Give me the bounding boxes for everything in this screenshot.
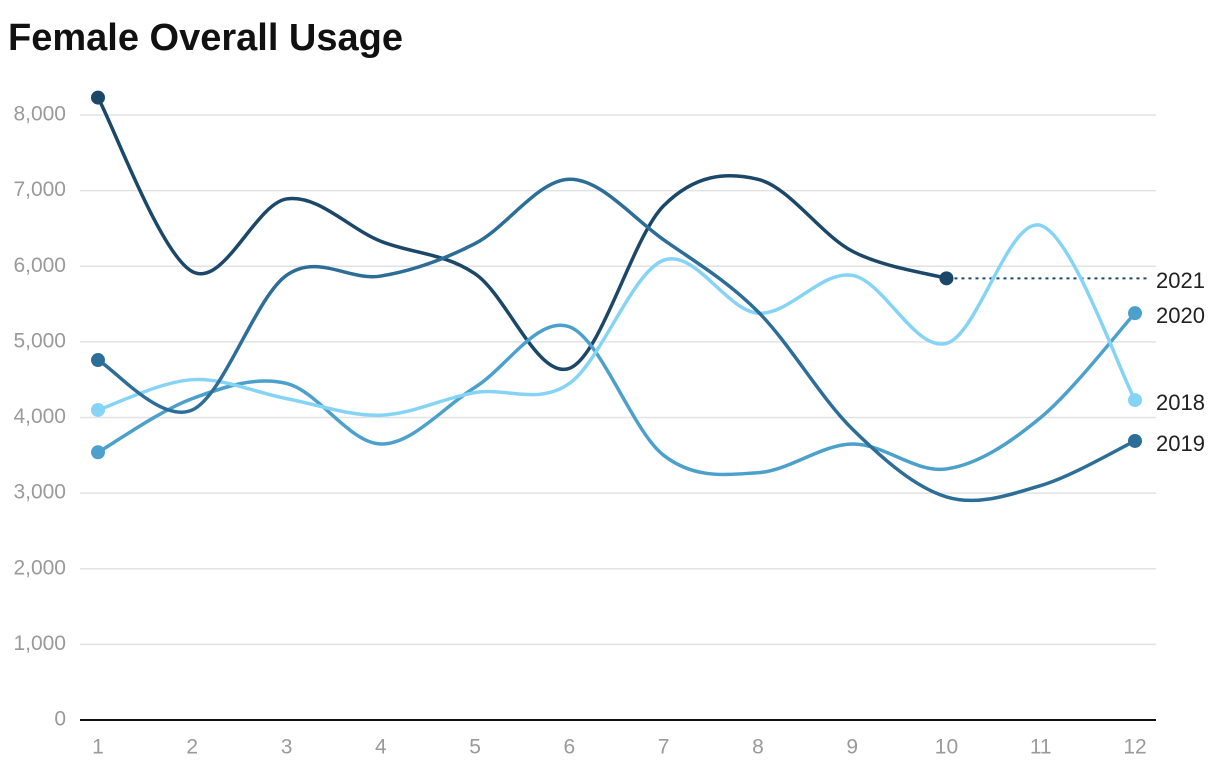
end-marker xyxy=(1128,306,1142,321)
y-tick-label: 8,000 xyxy=(13,103,66,126)
y-tick-label: 0 xyxy=(54,708,66,731)
x-tick-label: 1 xyxy=(92,736,104,759)
y-tick-label: 1,000 xyxy=(13,632,66,655)
series-label: 2018 xyxy=(1156,390,1205,415)
x-tick-label: 9 xyxy=(846,736,858,759)
series-line xyxy=(97,311,1137,477)
x-tick-label: 11 xyxy=(1030,736,1052,759)
x-tick-label: 3 xyxy=(281,736,293,759)
x-tick-label: 5 xyxy=(469,736,481,759)
chart-title: Female Overall Usage xyxy=(8,17,403,59)
series-line xyxy=(97,177,1136,503)
y-tick-label: 7,000 xyxy=(13,178,66,201)
series-label: 2021 xyxy=(1156,268,1205,293)
y-tick-label: 6,000 xyxy=(13,254,66,277)
series-label: 2019 xyxy=(1156,431,1205,456)
end-marker xyxy=(91,353,105,368)
x-tick-label: 8 xyxy=(752,736,764,759)
end-marker xyxy=(91,402,105,417)
series-line xyxy=(96,96,947,372)
x-tick-label: 6 xyxy=(564,736,576,759)
x-tick-label: 2 xyxy=(186,736,198,759)
end-marker xyxy=(939,271,954,286)
x-tick-label: 10 xyxy=(935,736,958,759)
end-marker xyxy=(91,90,105,105)
end-marker xyxy=(1128,393,1142,408)
y-tick-label: 2,000 xyxy=(13,556,66,579)
y-tick-label: 5,000 xyxy=(13,329,66,352)
end-marker xyxy=(91,445,105,460)
y-tick-label: 4,000 xyxy=(13,405,66,428)
x-tick-label: 4 xyxy=(375,736,387,759)
series-line xyxy=(97,223,1137,417)
series-label: 2020 xyxy=(1156,303,1205,328)
x-tick-label: 12 xyxy=(1123,736,1146,759)
end-marker xyxy=(1128,433,1142,448)
x-tick-label: 7 xyxy=(658,736,670,759)
y-tick-label: 3,000 xyxy=(13,481,66,504)
